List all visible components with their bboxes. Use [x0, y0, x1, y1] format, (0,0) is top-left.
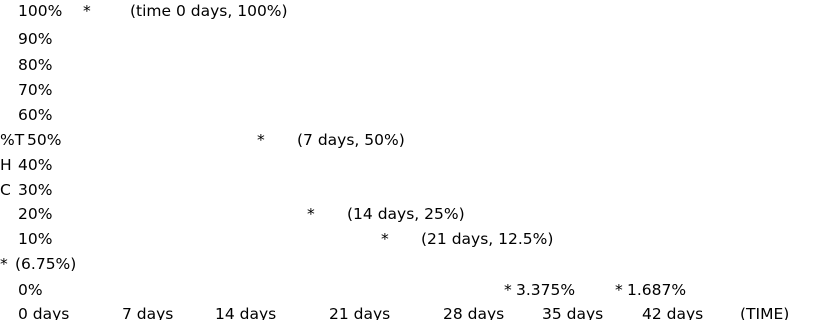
data-point-label: 3.375%	[516, 281, 575, 299]
data-point-label: (14 days, 25%)	[347, 205, 465, 223]
y-tick-label: 0%	[18, 281, 43, 299]
y-axis-label-letter: %T	[0, 131, 25, 149]
x-tick-label: 21 days	[329, 305, 390, 320]
y-axis-label-letter: C	[0, 181, 11, 199]
data-points-layer: * (time 0 days, 100%) * (7 days, 50%) * (14 d…	[0, 2, 686, 299]
y-tick-label: 100%	[18, 2, 62, 20]
data-point-marker: *	[83, 2, 91, 20]
y-tick-label: 50%	[27, 131, 61, 149]
data-point-label: (6.75%)	[15, 255, 76, 273]
x-tick-label: 14 days	[215, 305, 276, 320]
y-tick-label: 30%	[18, 181, 52, 199]
data-point-label: 1.687%	[627, 281, 686, 299]
data-point-marker: *	[257, 131, 265, 149]
y-tick-label: 70%	[18, 81, 52, 99]
x-tick-label: 7 days	[122, 305, 173, 320]
data-point-marker: *	[381, 230, 389, 248]
y-tick-label: 60%	[18, 106, 52, 124]
data-point-marker: *	[504, 281, 512, 299]
x-axis-label: (TIME)	[740, 305, 789, 320]
data-point-label: (time 0 days, 100%)	[130, 2, 288, 20]
y-tick-label: 90%	[18, 30, 52, 48]
data-point-marker: *	[0, 255, 8, 273]
data-point-label: (7 days, 50%)	[297, 131, 405, 149]
x-tick-label: 42 days	[642, 305, 703, 320]
y-axis-label-letter: H	[0, 156, 12, 174]
x-tick-label: 0 days	[18, 305, 69, 320]
y-tick-label: 20%	[18, 205, 52, 223]
y-tick-label: 40%	[18, 156, 52, 174]
data-point-label: (21 days, 12.5%)	[421, 230, 553, 248]
data-point-marker: *	[307, 205, 315, 223]
y-tick-label: 80%	[18, 56, 52, 74]
x-tick-label: 28 days	[443, 305, 504, 320]
x-tick-label: 35 days	[542, 305, 603, 320]
data-point-marker: *	[615, 281, 623, 299]
y-tick-label: 10%	[18, 230, 52, 248]
